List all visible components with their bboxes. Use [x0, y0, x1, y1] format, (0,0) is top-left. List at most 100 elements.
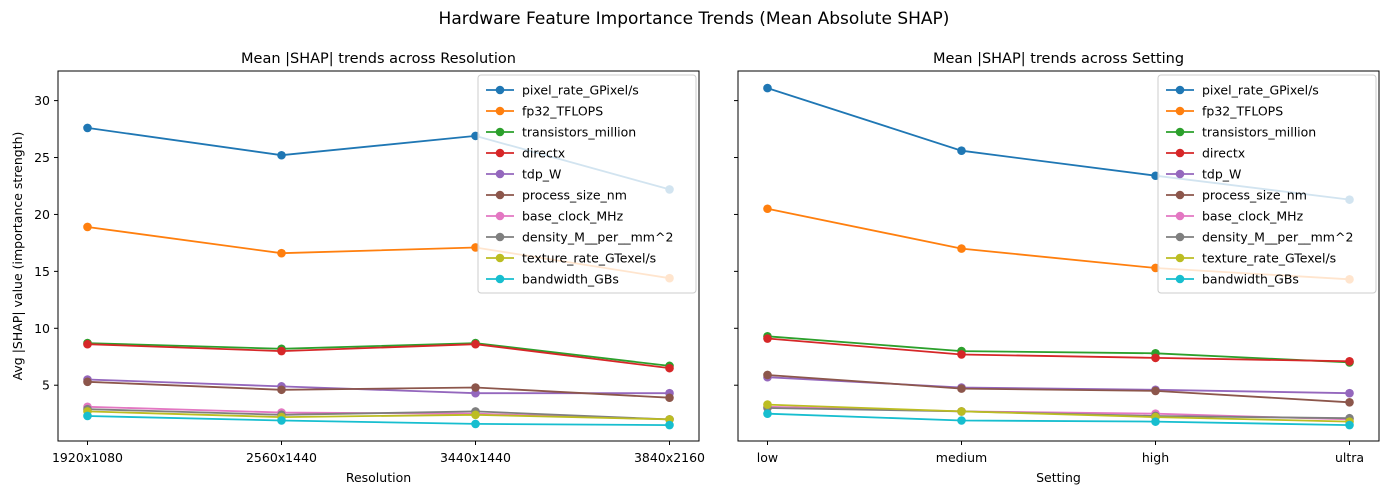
legend-label: base_clock_MHz — [1202, 209, 1304, 224]
legend-label: transistors_million — [1202, 125, 1316, 140]
data-point — [763, 370, 772, 380]
y-tick-label: 10 — [34, 321, 50, 336]
x-tick-label: 3840x2160 — [634, 450, 705, 465]
data-point — [277, 150, 286, 160]
data-point — [471, 339, 480, 349]
data-point — [277, 346, 286, 356]
data-point — [83, 123, 92, 133]
data-point — [471, 419, 480, 429]
series-line — [87, 408, 670, 421]
data-point — [665, 393, 674, 403]
plot-frame — [737, 70, 1380, 442]
data-point — [83, 339, 92, 349]
y-tick-label: 25 — [34, 150, 50, 165]
data-point — [957, 244, 966, 253]
legend-marker — [1175, 85, 1185, 95]
data-point — [277, 416, 286, 425]
data-point — [763, 204, 772, 214]
legend-marker — [1175, 106, 1185, 116]
chart-panel-resolution: Mean |SHAP| trends across Resolution Res… — [34, 51, 705, 485]
legend-label: process_size_nm — [522, 188, 627, 203]
legend-label: transistors_million — [522, 125, 636, 140]
series-line — [87, 343, 670, 369]
legend-label: pixel_rate_GPixel/s — [1202, 83, 1319, 98]
series-line — [87, 378, 670, 395]
series-line — [767, 337, 1350, 363]
series-line — [767, 374, 1350, 404]
legend-box — [477, 74, 697, 294]
legend-label: texture_rate_GTexel/s — [1202, 251, 1336, 266]
legend-marker — [1175, 274, 1185, 284]
x-tick-label: 1920x1080 — [52, 450, 123, 465]
data-point — [277, 248, 286, 258]
legend-marker — [495, 148, 505, 158]
legend-label: density_M__per__mm^2 — [522, 230, 673, 245]
legend-marker — [1175, 211, 1185, 221]
legend-marker — [495, 169, 505, 179]
series-line — [87, 342, 670, 367]
legend-marker — [1175, 190, 1185, 200]
legend-marker — [1175, 253, 1185, 263]
legend-label: fp32_TFLOPS — [1202, 104, 1283, 119]
x-tick-label: 2560x1440 — [246, 450, 317, 465]
data-point — [665, 363, 674, 373]
legend-marker — [495, 190, 505, 200]
data-point — [277, 385, 286, 395]
legend-label: bandwidth_GBs — [522, 272, 619, 287]
legend-label: pixel_rate_GPixel/s — [522, 83, 639, 98]
data-point — [957, 350, 966, 359]
legend-marker — [495, 274, 505, 284]
data-point — [957, 384, 966, 393]
legend: pixel_rate_GPixel/s fp32_TFLOPS transistor… — [477, 74, 697, 294]
legend-label: base_clock_MHz — [522, 209, 624, 224]
legend-marker — [1175, 127, 1185, 137]
y-tick-label: 5 — [42, 378, 50, 393]
legend-label: tdp_W — [522, 167, 561, 182]
y-tick-label: 30 — [34, 93, 50, 108]
y-tick-label: 20 — [34, 207, 50, 222]
data-point — [471, 383, 480, 392]
data-point — [763, 409, 772, 418]
legend-marker — [495, 232, 505, 242]
legend-marker — [495, 85, 505, 95]
legend-label: fp32_TFLOPS — [522, 104, 603, 119]
series-line — [87, 410, 670, 421]
plot-frame — [57, 70, 700, 442]
chart-title: Mean |SHAP| trends across Setting — [933, 51, 1184, 67]
legend-label: tdp_W — [1202, 167, 1241, 182]
data-point — [763, 400, 772, 409]
legend-marker — [1175, 148, 1185, 158]
x-tick-label: ultra — [1335, 450, 1364, 465]
series-line — [87, 380, 670, 399]
legend-label: directx — [522, 146, 565, 161]
data-point — [83, 377, 92, 387]
data-point — [957, 407, 966, 416]
data-point — [1151, 417, 1160, 426]
y-axis-label: Avg |SHAP| value (importance strength) — [10, 132, 25, 381]
data-point — [83, 411, 92, 421]
x-tick-label: high — [1142, 450, 1169, 465]
legend-marker — [1175, 169, 1185, 179]
series-line — [767, 412, 1350, 426]
x-tick-label: medium — [936, 450, 987, 465]
data-point — [665, 420, 674, 430]
legend-label: process_size_nm — [1202, 188, 1307, 203]
legend-marker — [495, 253, 505, 263]
data-point — [1151, 386, 1160, 396]
legend-box — [1157, 74, 1377, 294]
legend-label: texture_rate_GTexel/s — [522, 251, 656, 266]
legend: pixel_rate_GPixel/s fp32_TFLOPS transistor… — [1157, 74, 1377, 294]
series-line — [767, 376, 1350, 395]
legend-label: density_M__per__mm^2 — [1202, 230, 1353, 245]
data-point — [1345, 357, 1354, 366]
data-point — [957, 416, 966, 425]
legend-marker — [1175, 232, 1185, 242]
x-axis-label: Setting — [1036, 470, 1081, 485]
data-point — [763, 334, 772, 343]
data-point — [1345, 388, 1354, 398]
x-tick-label: 3440x1440 — [440, 450, 511, 465]
legend-label: bandwidth_GBs — [1202, 272, 1299, 287]
chart-panel-setting: Mean |SHAP| trends across Setting Settin… — [734, 51, 1380, 485]
x-tick-label: low — [757, 450, 778, 465]
